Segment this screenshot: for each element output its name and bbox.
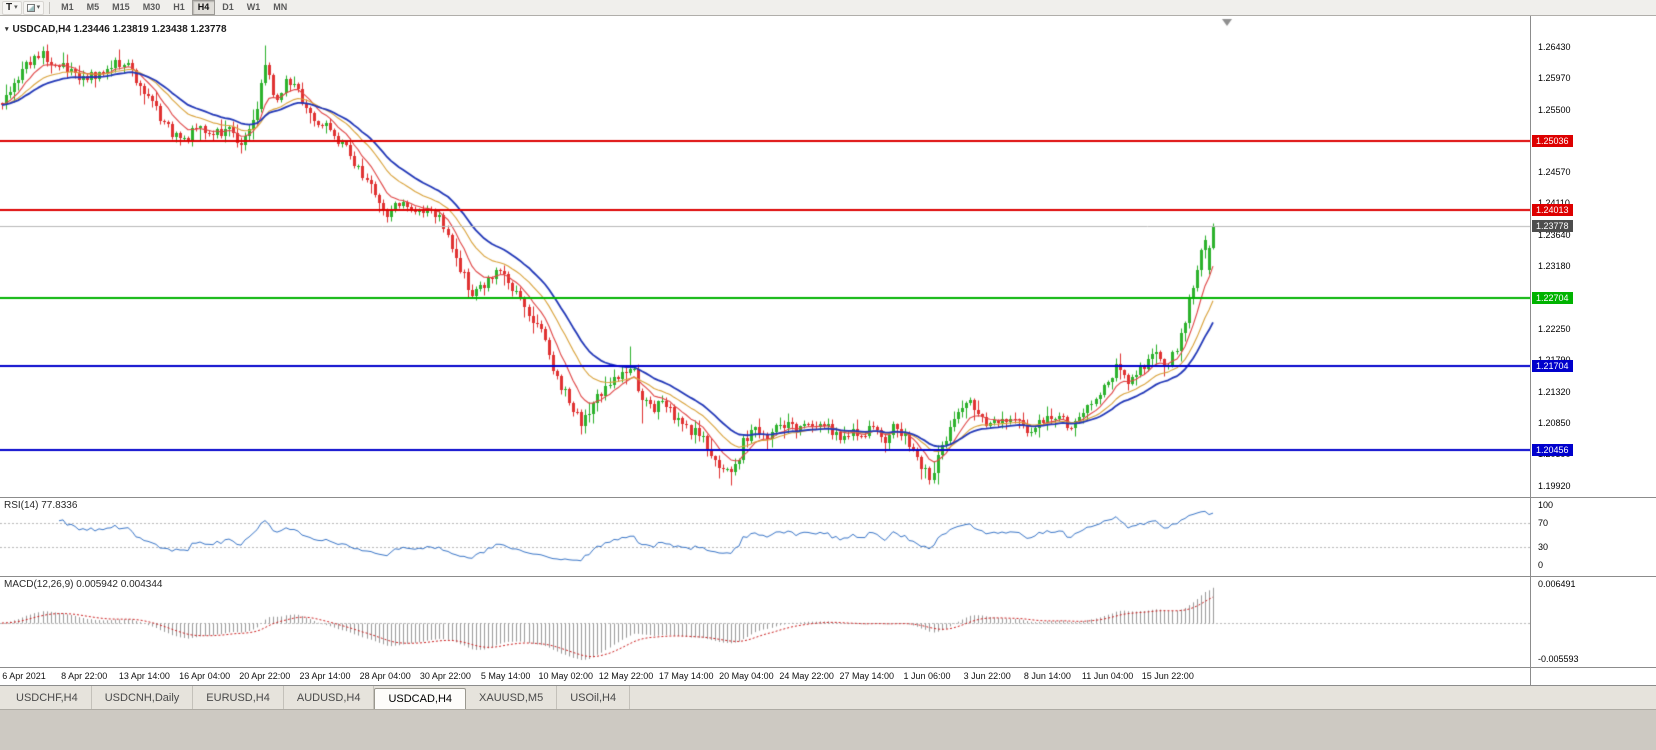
macd-panel: MACD(12,26,9) 0.005942 0.004344 0.006491… [0,577,1656,668]
dropdown-arrow-icon: ▾ [5,25,9,33]
chart-tab-usdcad-h4[interactable]: USDCAD,H4 [374,688,467,709]
timeframe-button-d1[interactable]: D1 [222,2,234,12]
chart-tab-usdcnh-daily[interactable]: USDCNH,Daily [92,686,194,709]
price-axis-label: 1.25500 [1538,104,1571,115]
level-price-badge: 1.20456 [1532,443,1573,456]
macd-min-label: -0.005593 [1538,654,1579,664]
time-axis-label: 1 Jun 06:00 [903,671,951,681]
price-axis[interactable]: 1.264301.259701.255001.250401.245701.241… [1530,16,1656,497]
time-axis-label: 3 Jun 22:00 [963,671,1011,681]
rsi-axis-label: 100 [1538,500,1554,510]
chart-tabbar: USDCHF,H4 USDCNH,Daily EURUSD,H4 AUDUSD,H4 U… [0,686,1656,710]
rsi-panel: RSI(14) 77.8336 100 70 30 0 [0,498,1656,577]
macd-axis[interactable]: 0.006491 -0.005593 [1530,577,1656,667]
rsi-axis-label: 30 [1538,542,1549,552]
time-axis-label: 10 May 02:00 [538,671,594,681]
level-price-badge: 1.22704 [1532,292,1573,305]
timeframe-button-h1[interactable]: H1 [173,2,185,12]
time-axis-label: 28 Apr 04:00 [359,671,411,681]
chevron-down-icon: ▾ [36,3,41,11]
time-axis-label: 16 Apr 04:00 [179,671,231,681]
time-axis-label: 30 Apr 22:00 [419,671,471,681]
chart-type-button[interactable]: T ▾ [2,0,22,15]
main-chart-panel: ▾ USDCAD,H4 1.23446 1.23819 1.23438 1.23… [0,16,1656,498]
time-axis-label: 20 Apr 22:00 [239,671,291,681]
timeframe-button-w1[interactable]: W1 [246,2,261,12]
macd-title: MACD(12,26,9) 0.005942 0.004344 [4,579,163,590]
main-chart-canvas[interactable] [0,16,1530,497]
chevron-down-icon: ▾ [14,3,18,11]
toolbar: T ▾ ▾ M1 M5 M15 M30 H1 H4 D1 W1 MN [0,0,1656,16]
chart-tab-xauusd-m5[interactable]: XAUUSD,M5 [466,686,558,709]
toolbar-separator [49,1,51,14]
time-axis-label: 13 Apr 14:00 [118,671,170,681]
chart-title: ▾ USDCAD,H4 1.23446 1.23819 1.23438 1.23… [5,24,227,35]
chart-tab-audusd-h4[interactable]: AUDUSD,H4 [284,686,375,709]
chart-tab-eurusd-h4[interactable]: EURUSD,H4 [193,686,284,709]
time-axis[interactable]: 6 Apr 2021 8 Apr 22:00 13 Apr 14:00 16 Apr … [0,668,1656,686]
macd-max-label: 0.006491 [1538,579,1576,589]
timeframe-button-m1[interactable]: M1 [61,2,74,12]
timeframe-button-m15[interactable]: M15 [112,2,130,12]
price-axis-label: 1.24110 [1538,198,1570,208]
time-axis-label: 20 May 04:00 [719,671,774,681]
rsi-title: RSI(14) 77.8336 [4,500,78,511]
time-axis-label: 6 Apr 2021 [2,671,46,681]
price-axis-label: 1.23180 [1538,261,1571,272]
macd-canvas[interactable] [0,577,1530,667]
time-axis-corner [1530,668,1656,685]
time-axis-label: 12 May 22:00 [598,671,654,681]
level-price-badge: 1.24013 [1532,203,1573,216]
level-price-badge: 1.21704 [1532,359,1573,372]
timeframe-button-m30[interactable]: M30 [142,2,161,12]
time-axis-label: 23 Apr 14:00 [299,671,351,681]
rsi-canvas[interactable] [0,498,1530,576]
chart-tab-usdchf-h4[interactable]: USDCHF,H4 [3,686,92,709]
time-axis-label: 24 May 22:00 [779,671,834,681]
time-axis-label: 5 May 14:00 [480,671,531,681]
time-axis-label: 15 Jun 22:00 [1141,671,1194,681]
chart-tab-usoil-h4[interactable]: USOil,H4 [557,686,631,709]
chart-type-icon: T [6,1,13,13]
time-axis-label: 27 May 14:00 [839,671,895,681]
price-axis-label: 1.23640 [1538,230,1571,241]
rsi-axis-label: 70 [1538,518,1549,528]
time-axis-label: 17 May 14:00 [658,671,714,681]
timeframe-button-mn[interactable]: MN [273,2,288,12]
time-axis-label: 8 Apr 22:00 [61,671,108,681]
price-axis-label: 1.24570 [1538,167,1571,178]
cursor-tool-button[interactable]: ▾ [22,0,45,15]
rsi-axis[interactable]: 100 70 30 0 [1530,498,1656,576]
price-axis-label: 1.20850 [1538,418,1571,429]
time-axis-label: 8 Jun 14:00 [1023,671,1071,681]
price-axis-label: 1.21320 [1538,386,1571,397]
timeframe-button-h4[interactable]: H4 [191,0,216,15]
window-background [0,710,1656,750]
cursor-tool-icon [26,3,35,12]
price-axis-label: 1.22250 [1538,323,1571,334]
current-price-badge: 1.23778 [1532,219,1573,232]
price-axis-label: 1.25970 [1538,72,1571,83]
price-axis-label: 1.26430 [1538,41,1571,52]
rsi-axis-label: 0 [1538,560,1544,570]
timeframe-button-m5[interactable]: M5 [86,2,100,12]
level-price-badge: 1.25036 [1532,134,1573,147]
timeframe-group: M1 M5 M15 M30 H1 H4 D1 W1 MN [55,0,293,15]
price-axis-label: 1.19920 [1538,481,1571,491]
time-axis-label: 11 Jun 04:00 [1081,671,1134,681]
chart-title-text: USDCAD,H4 1.23446 1.23819 1.23438 1.2377… [12,24,227,35]
